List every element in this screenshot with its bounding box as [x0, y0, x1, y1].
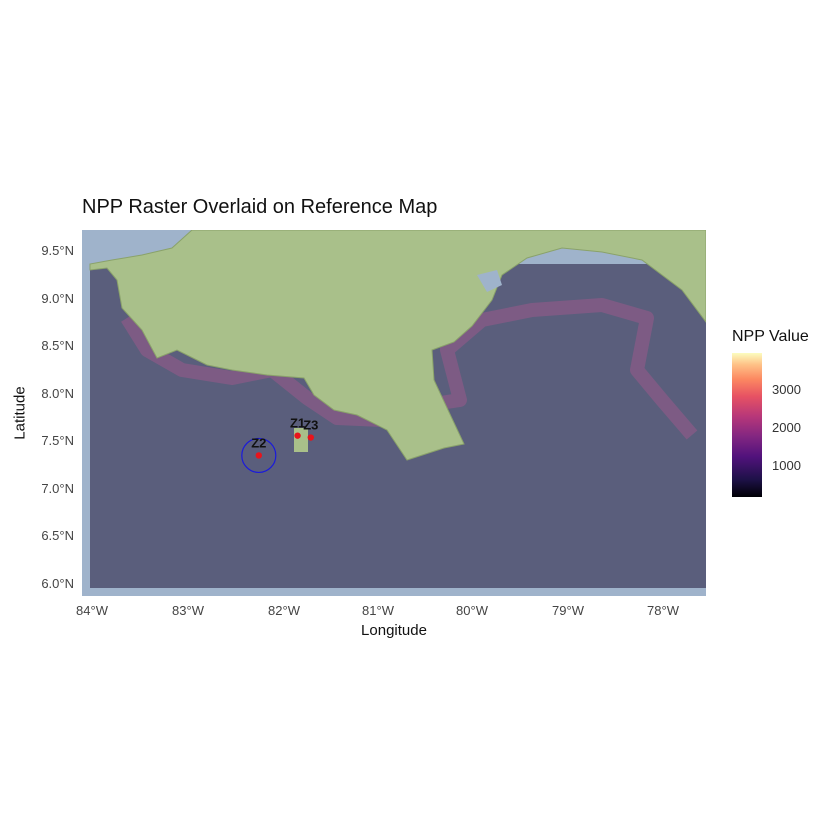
legend-colorbar	[732, 353, 762, 497]
legend-title: NPP Value	[732, 328, 809, 346]
legend-tick-label: 1000	[772, 458, 801, 473]
site-label: Z3	[303, 418, 318, 433]
y-tick-label: 7.0°N	[0, 481, 74, 496]
x-tick-label: 80°W	[437, 603, 507, 618]
x-tick-label: 79°W	[533, 603, 603, 618]
x-tick-label: 78°W	[628, 603, 698, 618]
site-marker[interactable]	[256, 452, 262, 458]
y-tick-label: 6.0°N	[0, 576, 74, 591]
plot-title: NPP Raster Overlaid on Reference Map	[82, 196, 437, 219]
map-panel[interactable]: Z1 Z2 Z3	[82, 230, 706, 596]
x-tick-label: 84°W	[57, 603, 127, 618]
y-tick-label: 9.5°N	[0, 243, 74, 258]
y-tick-label: 8.5°N	[0, 338, 74, 353]
site-marker[interactable]	[294, 432, 300, 438]
legend-tick-label: 2000	[772, 420, 801, 435]
x-tick-label: 83°W	[153, 603, 223, 618]
site-label: Z2	[251, 435, 266, 450]
x-axis-title: Longitude	[82, 622, 706, 639]
y-axis-title: Latitude	[12, 386, 29, 439]
legend-tick-label: 3000	[772, 382, 801, 397]
x-tick-label: 82°W	[249, 603, 319, 618]
x-tick-label: 81°W	[343, 603, 413, 618]
y-tick-label: 6.5°N	[0, 528, 74, 543]
site-marker[interactable]	[308, 434, 314, 440]
y-tick-label: 9.0°N	[0, 291, 74, 306]
